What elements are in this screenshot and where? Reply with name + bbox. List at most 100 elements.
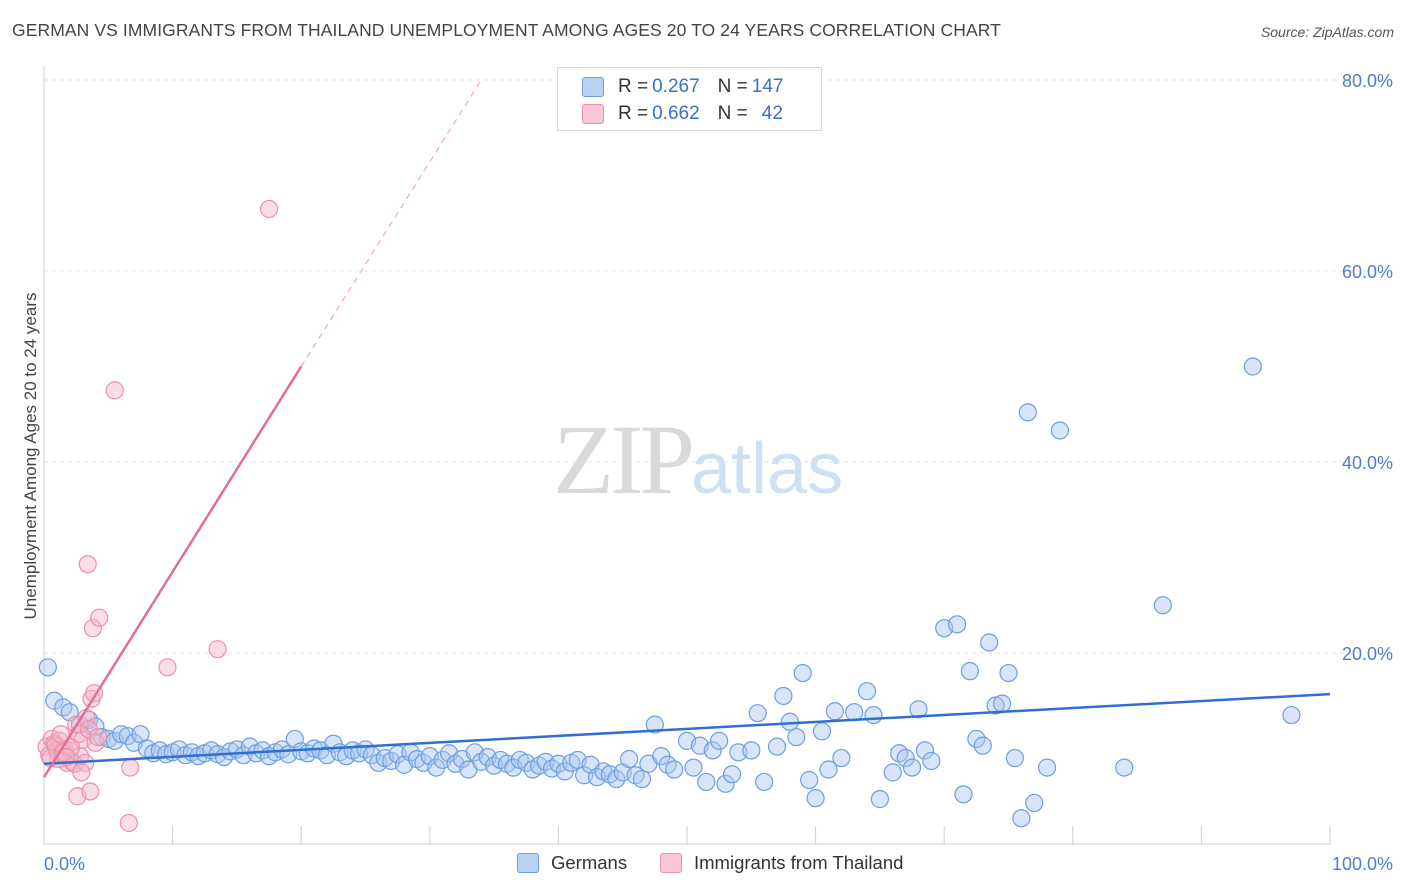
legend-r-value: 0.662 bbox=[652, 103, 700, 124]
chart-title: GERMAN VS IMMIGRANTS FROM THAILAND UNEMP… bbox=[12, 20, 1001, 40]
legend-item-germans[interactable]: Germans bbox=[517, 852, 627, 874]
series-legend: Germans Immigrants from Thailand bbox=[0, 852, 1406, 878]
germans-point bbox=[722, 765, 742, 784]
legend-n-label: N = bbox=[717, 76, 748, 97]
germans-point bbox=[1153, 596, 1172, 615]
thailand-point bbox=[208, 640, 227, 659]
germans-point bbox=[870, 790, 890, 809]
thailand-point bbox=[90, 608, 109, 627]
germans-point bbox=[684, 758, 703, 777]
germans-point bbox=[960, 662, 980, 681]
watermark: ZIPatlas bbox=[553, 402, 843, 517]
thailand-point bbox=[72, 763, 91, 782]
germans-point bbox=[922, 751, 941, 771]
thailand-point bbox=[78, 555, 97, 574]
germans-point bbox=[986, 696, 1005, 715]
germans-point bbox=[800, 770, 819, 790]
germans-point bbox=[645, 715, 664, 734]
germans-point bbox=[1050, 421, 1070, 440]
legend-swatch-thailand bbox=[660, 853, 682, 873]
thailand-point bbox=[51, 725, 70, 744]
germans-point bbox=[427, 758, 446, 777]
legend-swatch-thailand bbox=[582, 104, 604, 124]
germans-point bbox=[112, 725, 131, 744]
germans-point bbox=[864, 705, 883, 725]
legend-n-value: 147 bbox=[751, 76, 784, 97]
legend-item-thailand[interactable]: Immigrants from Thailand bbox=[660, 852, 903, 874]
germans-point bbox=[1018, 403, 1037, 422]
legend-n-value: 42 bbox=[761, 103, 783, 124]
legend-r-label: R = bbox=[618, 103, 649, 124]
germans-point bbox=[1025, 793, 1044, 813]
thailand-trend-line bbox=[42, 365, 303, 778]
thailand-point bbox=[158, 658, 177, 677]
y-tick-label: 80.0% bbox=[1342, 71, 1393, 91]
germans-point bbox=[812, 722, 832, 741]
y-tick-label: 40.0% bbox=[1342, 453, 1393, 473]
germans-point bbox=[45, 691, 64, 710]
germans-point bbox=[857, 682, 877, 701]
thailand-point bbox=[81, 782, 100, 801]
germans-point bbox=[787, 727, 806, 747]
germans-point bbox=[748, 704, 767, 723]
germans-point bbox=[620, 749, 639, 769]
germans-point bbox=[980, 633, 999, 652]
germans-point bbox=[883, 763, 902, 782]
thailand-point bbox=[105, 381, 124, 400]
germans-point bbox=[909, 700, 928, 719]
germans-point bbox=[832, 748, 851, 768]
germans-point bbox=[1282, 705, 1301, 725]
germans-point bbox=[703, 741, 722, 760]
germans-point bbox=[38, 658, 57, 677]
germans-point bbox=[665, 760, 684, 779]
thailand-point bbox=[83, 619, 102, 638]
germans-point bbox=[825, 702, 844, 721]
germans-point bbox=[915, 741, 935, 760]
legend-r-value: 0.267 bbox=[652, 76, 700, 97]
germans-point bbox=[973, 736, 992, 755]
germans-point bbox=[992, 694, 1012, 713]
germans-point bbox=[806, 789, 825, 808]
x-tick-label: 0.0% bbox=[44, 854, 85, 874]
legend-row-germans: R = 0.267 N = 147 bbox=[582, 74, 783, 100]
germans-point bbox=[1037, 758, 1057, 777]
watermark-zip: ZIP bbox=[553, 404, 695, 515]
germans-point bbox=[902, 758, 922, 777]
germans-point bbox=[967, 729, 986, 749]
thailand-trend-extension bbox=[300, 79, 482, 367]
germans-point bbox=[947, 615, 967, 634]
germans-point bbox=[767, 737, 787, 756]
source-label: Source: ZipAtlas.com bbox=[1260, 24, 1394, 40]
legend-swatch-germans bbox=[582, 77, 604, 97]
legend-row-thailand: R = 0.662 N = 42 bbox=[582, 101, 783, 127]
germans-point bbox=[1005, 748, 1025, 768]
germans-point bbox=[607, 769, 626, 789]
germans-point bbox=[780, 712, 799, 731]
germans-point bbox=[999, 663, 1018, 683]
y-tick-label: 20.0% bbox=[1342, 644, 1393, 664]
germans-point bbox=[70, 715, 90, 734]
thailand-point bbox=[259, 199, 279, 219]
germans-point bbox=[896, 748, 915, 768]
x-tick-label: 100.0% bbox=[1332, 854, 1393, 874]
legend-swatch-germans bbox=[517, 853, 539, 873]
thailand-point bbox=[88, 727, 108, 747]
legend-r-label: R = bbox=[618, 76, 649, 97]
germans-point bbox=[549, 754, 568, 773]
y-tick-label: 60.0% bbox=[1342, 262, 1393, 282]
germans-point bbox=[1115, 758, 1134, 777]
germans-point bbox=[632, 769, 652, 789]
legend-label-thailand: Immigrants from Thailand bbox=[694, 852, 904, 873]
germans-point bbox=[1243, 357, 1262, 376]
thailand-point bbox=[121, 758, 140, 777]
thailand-point bbox=[119, 813, 138, 833]
germans-point bbox=[774, 686, 793, 706]
watermark-atlas: atlas bbox=[691, 429, 844, 509]
legend-label-germans: Germans bbox=[551, 852, 628, 873]
germans-point bbox=[755, 772, 774, 792]
germans-point bbox=[819, 760, 838, 779]
stats-legend: R = 0.267 N = 147 R = 0.662 N = 42 bbox=[557, 67, 822, 131]
germans-point bbox=[742, 741, 761, 760]
germans-trend-line bbox=[43, 692, 1331, 766]
germans-point bbox=[954, 785, 973, 804]
